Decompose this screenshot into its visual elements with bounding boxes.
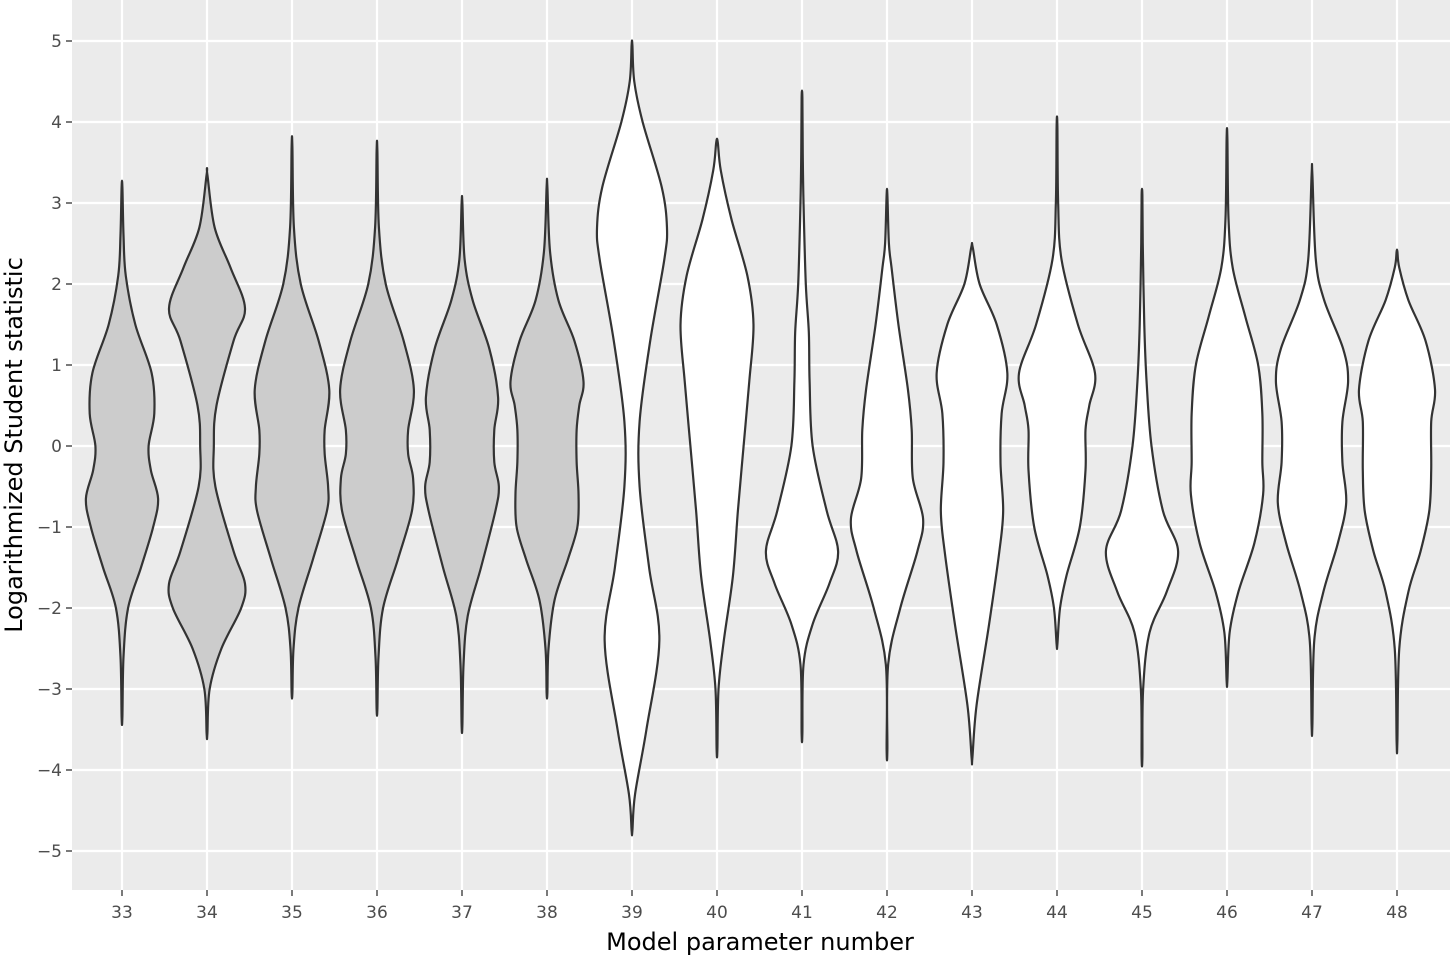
x-tick-label: 33 xyxy=(111,903,133,923)
y-tick-label: 5 xyxy=(51,32,62,52)
y-axis: −5 −4 −3 −2 −1 0 1 2 3 4 5 xyxy=(37,32,72,862)
x-tick-label: 37 xyxy=(451,903,473,923)
violin-34 xyxy=(167,166,247,741)
x-tick-label: 44 xyxy=(1046,903,1068,923)
x-axis: 33 34 35 36 37 38 39 40 41 42 43 44 45 46 47 48 xyxy=(111,890,1408,923)
y-tick-label: 0 xyxy=(51,437,62,457)
x-tick-label: 40 xyxy=(706,903,728,923)
x-tick-label: 46 xyxy=(1216,903,1238,923)
x-tick-label: 41 xyxy=(791,903,813,923)
y-tick-label: 3 xyxy=(51,194,62,214)
violin-36 xyxy=(339,139,415,717)
x-tick-label: 39 xyxy=(621,903,643,923)
violin-48 xyxy=(1357,248,1437,755)
x-tick-label: 34 xyxy=(196,903,218,923)
x-tick-label: 36 xyxy=(366,903,388,923)
x-tick-label: 45 xyxy=(1131,903,1153,923)
violin-37 xyxy=(424,194,500,735)
violin-44 xyxy=(1017,115,1097,651)
violins xyxy=(84,39,1437,837)
y-tick-label: −4 xyxy=(37,761,62,781)
y-tick-label: −2 xyxy=(37,599,62,619)
violin-43 xyxy=(935,241,1009,766)
x-tick-label: 42 xyxy=(876,903,898,923)
y-tick-label: −5 xyxy=(37,842,62,862)
violin-42 xyxy=(849,187,925,762)
violin-46 xyxy=(1189,126,1265,689)
violin-41 xyxy=(764,89,840,744)
x-tick-label: 47 xyxy=(1301,903,1323,923)
violin-33 xyxy=(84,179,160,727)
violin-47 xyxy=(1274,162,1350,738)
y-tick-label: 4 xyxy=(51,113,62,133)
y-tick-label: 1 xyxy=(51,356,62,376)
violin-40 xyxy=(679,137,755,759)
x-tick-label: 35 xyxy=(281,903,303,923)
x-axis-title: Model parameter number xyxy=(606,928,914,956)
x-tick-label: 43 xyxy=(961,903,983,923)
violin-45 xyxy=(1104,187,1180,768)
x-tick-label: 38 xyxy=(536,903,558,923)
y-tick-label: −1 xyxy=(37,518,62,538)
y-tick-label: −3 xyxy=(37,680,62,700)
y-tick-label: 2 xyxy=(51,275,62,295)
violin-38 xyxy=(509,177,585,700)
violin-39 xyxy=(595,39,669,837)
violin-35 xyxy=(253,135,331,700)
x-tick-label: 48 xyxy=(1386,903,1408,923)
y-axis-title: Logarithmized Student statistic xyxy=(0,257,28,633)
